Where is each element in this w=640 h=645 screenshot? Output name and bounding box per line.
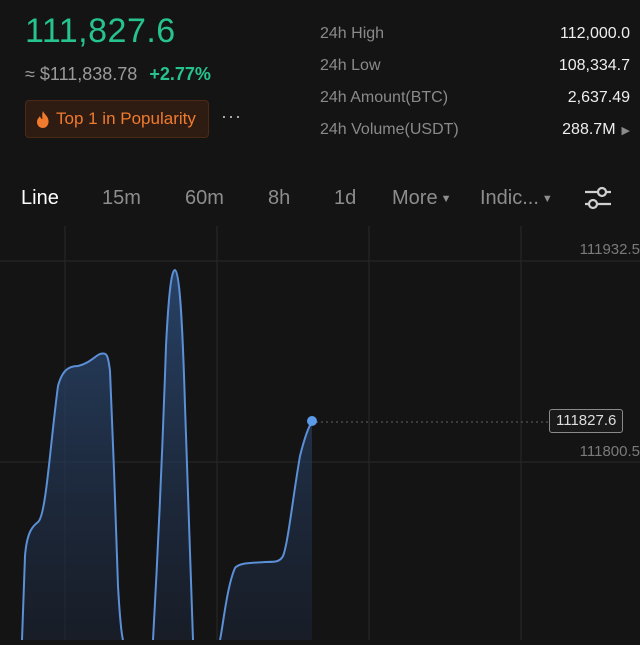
- tab-15m[interactable]: 15m: [102, 187, 141, 209]
- caret-down-icon: ▼: [440, 193, 452, 205]
- stat-24h-low: 24h Low 108,334.7: [320, 50, 630, 82]
- stat-label: 24h Amount(BTC): [320, 89, 449, 106]
- fiat-price: ≈ $111,838.78: [25, 64, 138, 84]
- fire-icon: [37, 110, 49, 128]
- stat-value-wrap: 288.7M ▶: [562, 121, 630, 139]
- stat-value: 2,637.49: [567, 89, 630, 106]
- popularity-badge[interactable]: Top 1 in Popularity: [25, 100, 209, 138]
- price-chart[interactable]: 111932.5 111800.5: [0, 226, 640, 641]
- change-percent: +2.77%: [149, 64, 211, 84]
- sliders-icon[interactable]: [583, 185, 613, 211]
- stat-value: 112,000.0: [560, 25, 630, 42]
- tab-more-label: More: [392, 187, 438, 209]
- tab-60m[interactable]: 60m: [185, 187, 224, 209]
- price-sub-row: ≈ $111,838.78 +2.77%: [25, 64, 211, 85]
- price-area-fill: [22, 270, 312, 640]
- timeframe-tabs: Line 15m 60m 8h 1d More ▼ Indic... ▼: [0, 178, 640, 218]
- y-tick-label: 111800.5: [579, 443, 640, 460]
- tab-8h[interactable]: 8h: [268, 187, 291, 209]
- stat-value: 108,334.7: [558, 57, 630, 74]
- stat-24h-volume[interactable]: 24h Volume(USDT) 288.7M ▶: [320, 114, 630, 146]
- stats-panel: 24h High 112,000.0 24h Low 108,334.7 24h…: [320, 18, 630, 146]
- tab-indicators-label: Indic...: [480, 187, 539, 209]
- stat-label: 24h Volume(USDT): [320, 121, 459, 138]
- tab-line[interactable]: Line: [21, 187, 59, 209]
- price-line: [21, 268, 313, 641]
- stat-24h-high: 24h High 112,000.0: [320, 18, 630, 50]
- stat-label: 24h Low: [320, 57, 381, 74]
- stat-24h-amount: 24h Amount(BTC) 2,637.49: [320, 82, 630, 114]
- stat-label: 24h High: [320, 25, 385, 42]
- current-price-label: 111827.6: [549, 409, 624, 433]
- last-price: 111,827.6: [25, 12, 176, 50]
- caret-down-icon: ▼: [541, 193, 553, 205]
- current-price-dot: [307, 416, 317, 426]
- tab-more[interactable]: More ▼: [392, 178, 451, 218]
- chart-svg: [0, 226, 640, 641]
- popularity-badge-label: Top 1 in Popularity: [56, 109, 196, 128]
- chevron-right-icon: ▶: [621, 124, 630, 137]
- stat-value: 288.7M: [562, 121, 616, 138]
- tab-indicators[interactable]: Indic... ▼: [480, 178, 553, 218]
- y-tick-label: 111932.5: [579, 241, 640, 258]
- tab-1d[interactable]: 1d: [334, 187, 357, 209]
- more-dots-icon[interactable]: ···: [221, 106, 242, 126]
